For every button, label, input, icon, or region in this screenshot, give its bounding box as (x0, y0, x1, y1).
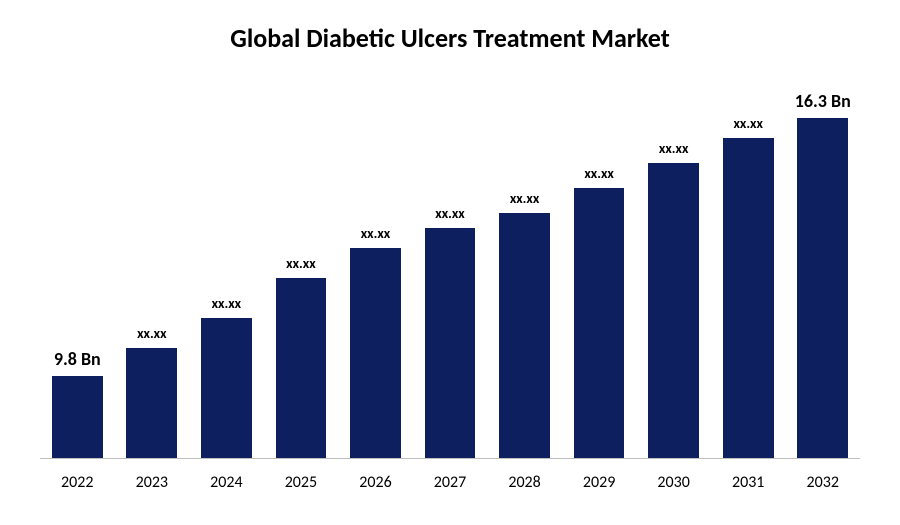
chart-title: Global Diabetic Ulcers Treatment Market (230, 22, 669, 54)
bar (126, 348, 177, 458)
bar-col: 9.8 Bn (40, 79, 115, 458)
bar (499, 213, 550, 458)
x-tick-label: 2030 (636, 463, 711, 499)
value-label: xx.xx (510, 190, 539, 207)
value-label: xx.xx (361, 225, 390, 242)
bar-col: 16.3 Bn (785, 79, 860, 458)
value-label: xx.xx (212, 295, 241, 312)
x-tick-label: 2023 (115, 463, 190, 499)
bar (201, 318, 252, 458)
x-tick-label: 2032 (785, 463, 860, 499)
bar-col: xx.xx (711, 79, 786, 458)
x-tick-label: 2024 (189, 463, 264, 499)
value-label: xx.xx (659, 140, 688, 157)
value-label: 16.3 Bn (795, 90, 851, 112)
bar-col: xx.xx (264, 79, 339, 458)
x-tick-label: 2028 (487, 463, 562, 499)
bar-col: xx.xx (115, 79, 190, 458)
value-label: xx.xx (584, 165, 613, 182)
bar (648, 163, 699, 458)
plot-area: 9.8 Bn xx.xx xx.xx xx.xx xx.xx xx.xx xx.… (40, 79, 860, 459)
x-tick-label: 2022 (40, 463, 115, 499)
bar-col: xx.xx (413, 79, 488, 458)
value-label: xx.xx (435, 205, 464, 222)
x-tick-label: 2027 (413, 463, 488, 499)
x-tick-label: 2031 (711, 463, 786, 499)
value-label: xx.xx (137, 325, 166, 342)
bar-col: xx.xx (189, 79, 264, 458)
x-tick-label: 2029 (562, 463, 637, 499)
bar-col: xx.xx (487, 79, 562, 458)
bar (425, 228, 476, 458)
value-label: xx.xx (286, 255, 315, 272)
bar-col: xx.xx (338, 79, 413, 458)
x-tick-label: 2026 (338, 463, 413, 499)
bar (276, 278, 327, 458)
bar-col: xx.xx (562, 79, 637, 458)
x-axis-labels: 2022 2023 2024 2025 2026 2027 2028 2029 … (40, 463, 860, 499)
value-label: 9.8 Bn (54, 348, 101, 370)
bar (797, 118, 848, 458)
bar (350, 248, 401, 458)
chart-container: 9.8 Bn xx.xx xx.xx xx.xx xx.xx xx.xx xx.… (30, 79, 870, 499)
bar (723, 138, 774, 458)
bar-col: xx.xx (636, 79, 711, 458)
bar (52, 376, 103, 458)
x-tick-label: 2025 (264, 463, 339, 499)
value-label: xx.xx (733, 115, 762, 132)
bar (574, 188, 625, 458)
